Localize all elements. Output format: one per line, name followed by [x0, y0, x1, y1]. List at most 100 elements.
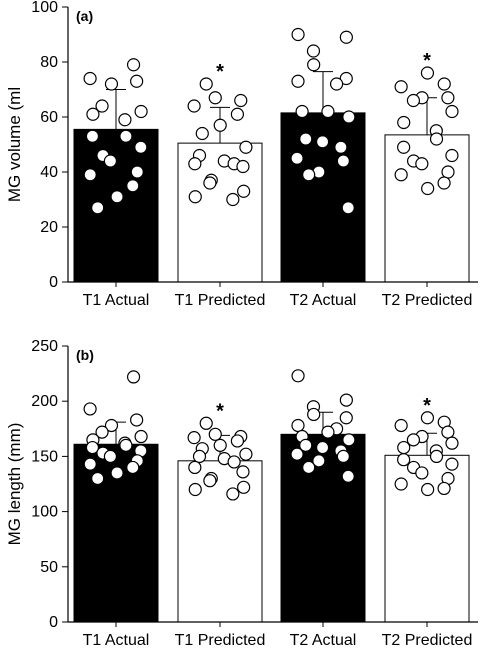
significance-star: * — [216, 61, 224, 83]
data-point — [134, 140, 148, 154]
data-point — [312, 454, 326, 468]
data-point — [315, 135, 330, 149]
data-point — [239, 140, 253, 154]
data-point — [445, 148, 459, 163]
y-tick-label: 200 — [31, 393, 58, 410]
data-point — [339, 30, 353, 44]
data-point — [187, 99, 201, 113]
data-point — [415, 466, 429, 480]
data-point — [239, 447, 253, 461]
data-point — [437, 176, 451, 190]
data-point — [290, 447, 304, 461]
x-tick-label: T1 Predicted — [175, 632, 266, 648]
data-point — [104, 418, 119, 433]
data-point — [119, 129, 133, 143]
data-point — [321, 104, 335, 119]
data-point — [130, 74, 144, 88]
x-tick-label: T1 Actual — [83, 292, 150, 309]
data-point — [445, 436, 459, 450]
panel-label: (a) — [76, 8, 93, 24]
data-point — [85, 440, 100, 455]
data-point — [203, 474, 217, 488]
data-point — [188, 190, 202, 204]
data-point — [445, 104, 459, 119]
y-tick-label: 40 — [40, 164, 58, 181]
data-point — [86, 107, 100, 121]
data-point — [230, 434, 245, 448]
data-point — [334, 140, 348, 154]
data-point — [429, 132, 444, 146]
data-point — [188, 157, 202, 171]
data-point — [83, 402, 97, 416]
data-point — [95, 425, 109, 439]
y-tick-label: 50 — [40, 559, 58, 576]
data-point — [339, 71, 353, 86]
data-point — [226, 192, 240, 207]
data-point — [421, 181, 435, 196]
data-point — [110, 466, 124, 480]
y-tick-label: 80 — [40, 54, 58, 71]
data-point — [126, 460, 140, 475]
data-point — [83, 457, 97, 471]
x-tick-label: T2 Predicted — [382, 632, 473, 648]
data-point — [130, 165, 144, 179]
data-point — [199, 416, 213, 430]
data-point — [227, 455, 241, 469]
y-axis-title: MG volume (ml — [5, 87, 24, 202]
data-point — [336, 154, 350, 168]
data-point — [397, 453, 411, 467]
bar-t1-actual — [73, 128, 159, 283]
data-point — [302, 168, 316, 182]
data-point — [195, 126, 209, 141]
data-point — [394, 477, 408, 491]
y-tick-label: 20 — [40, 219, 58, 236]
x-tick-label: T2 Actual — [290, 292, 357, 309]
data-point — [110, 190, 124, 204]
data-point — [394, 168, 408, 182]
data-point — [420, 66, 435, 80]
data-point — [397, 440, 411, 455]
significance-star: * — [423, 50, 431, 72]
data-point — [203, 176, 217, 190]
data-point — [445, 457, 459, 471]
data-point — [236, 465, 250, 479]
data-point — [341, 201, 355, 215]
data-point — [208, 427, 222, 441]
data-point — [315, 440, 330, 455]
data-point — [415, 157, 429, 171]
data-point — [295, 104, 309, 119]
data-point — [420, 411, 435, 425]
data-point — [187, 431, 201, 445]
data-point — [299, 132, 313, 146]
data-point — [208, 91, 222, 105]
data-point — [213, 118, 227, 132]
panel-label: (b) — [76, 347, 94, 363]
data-point — [213, 438, 227, 452]
data-point — [329, 77, 344, 91]
data-point — [118, 113, 132, 127]
x-tick-label: T2 Actual — [290, 632, 357, 648]
data-point — [406, 433, 421, 447]
data-point — [291, 74, 305, 88]
data-point — [83, 71, 97, 86]
data-point — [306, 44, 321, 58]
data-point — [83, 168, 97, 182]
data-point — [236, 159, 250, 174]
y-tick-label: 0 — [49, 274, 58, 291]
significance-star: * — [423, 395, 431, 417]
data-point — [291, 418, 305, 433]
data-point — [237, 480, 251, 494]
data-point — [397, 115, 411, 130]
data-point — [441, 425, 455, 439]
data-point — [321, 425, 335, 439]
data-point — [397, 140, 411, 154]
data-point — [230, 107, 245, 121]
data-point — [119, 438, 133, 452]
data-point — [441, 91, 455, 105]
x-tick-label: T1 Predicted — [175, 292, 266, 309]
y-tick-label: 150 — [31, 448, 58, 465]
y-axis-title: MG length (mm) — [5, 423, 24, 546]
data-point — [126, 370, 141, 384]
data-point — [441, 165, 455, 179]
